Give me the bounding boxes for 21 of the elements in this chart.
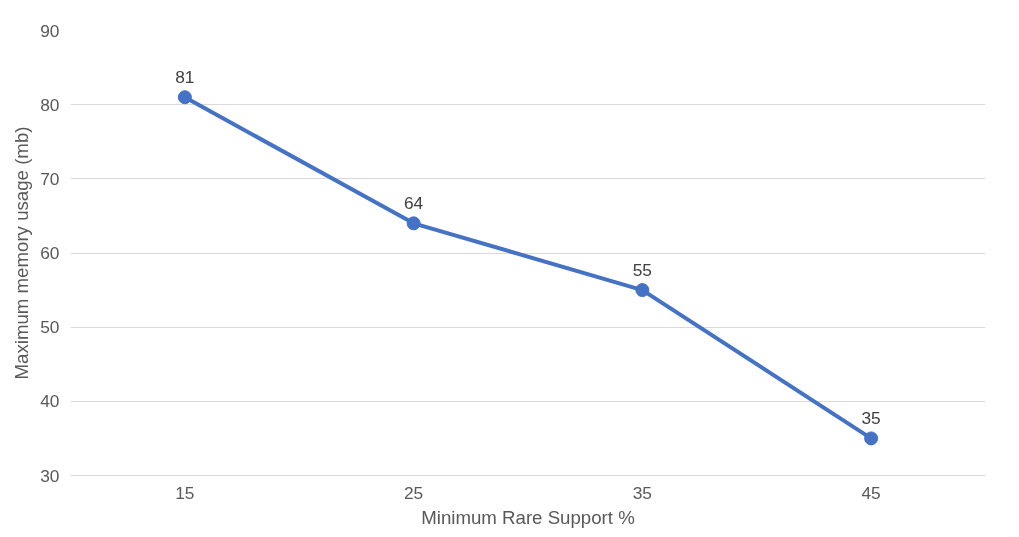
point — [406, 216, 421, 231]
y-tick-label: 30 — [40, 465, 60, 486]
data-label: 81 — [175, 67, 195, 88]
point — [177, 90, 192, 105]
x-tick-label: 25 — [403, 482, 424, 503]
data-label: 35 — [861, 408, 881, 429]
point — [864, 431, 879, 446]
x-tick-label: 45 — [861, 482, 881, 503]
y-tick-label: 70 — [40, 168, 60, 189]
x-tick-label: 15 — [175, 482, 195, 503]
y-tick-label: 60 — [40, 243, 60, 263]
x-tick-label: 35 — [632, 482, 653, 503]
y-tick-label: 50 — [40, 317, 60, 338]
y-tick-label: 80 — [40, 94, 60, 115]
y-axis-title: Maximum memory usage (mb) — [11, 126, 33, 380]
y-tick-label: 90 — [40, 20, 60, 41]
point — [635, 283, 650, 298]
data-label: 64 — [403, 193, 424, 214]
x-axis-title: Minimum Rare Support % — [421, 506, 635, 528]
y-tick-label: 40 — [40, 391, 60, 412]
data-label: 55 — [632, 260, 653, 281]
